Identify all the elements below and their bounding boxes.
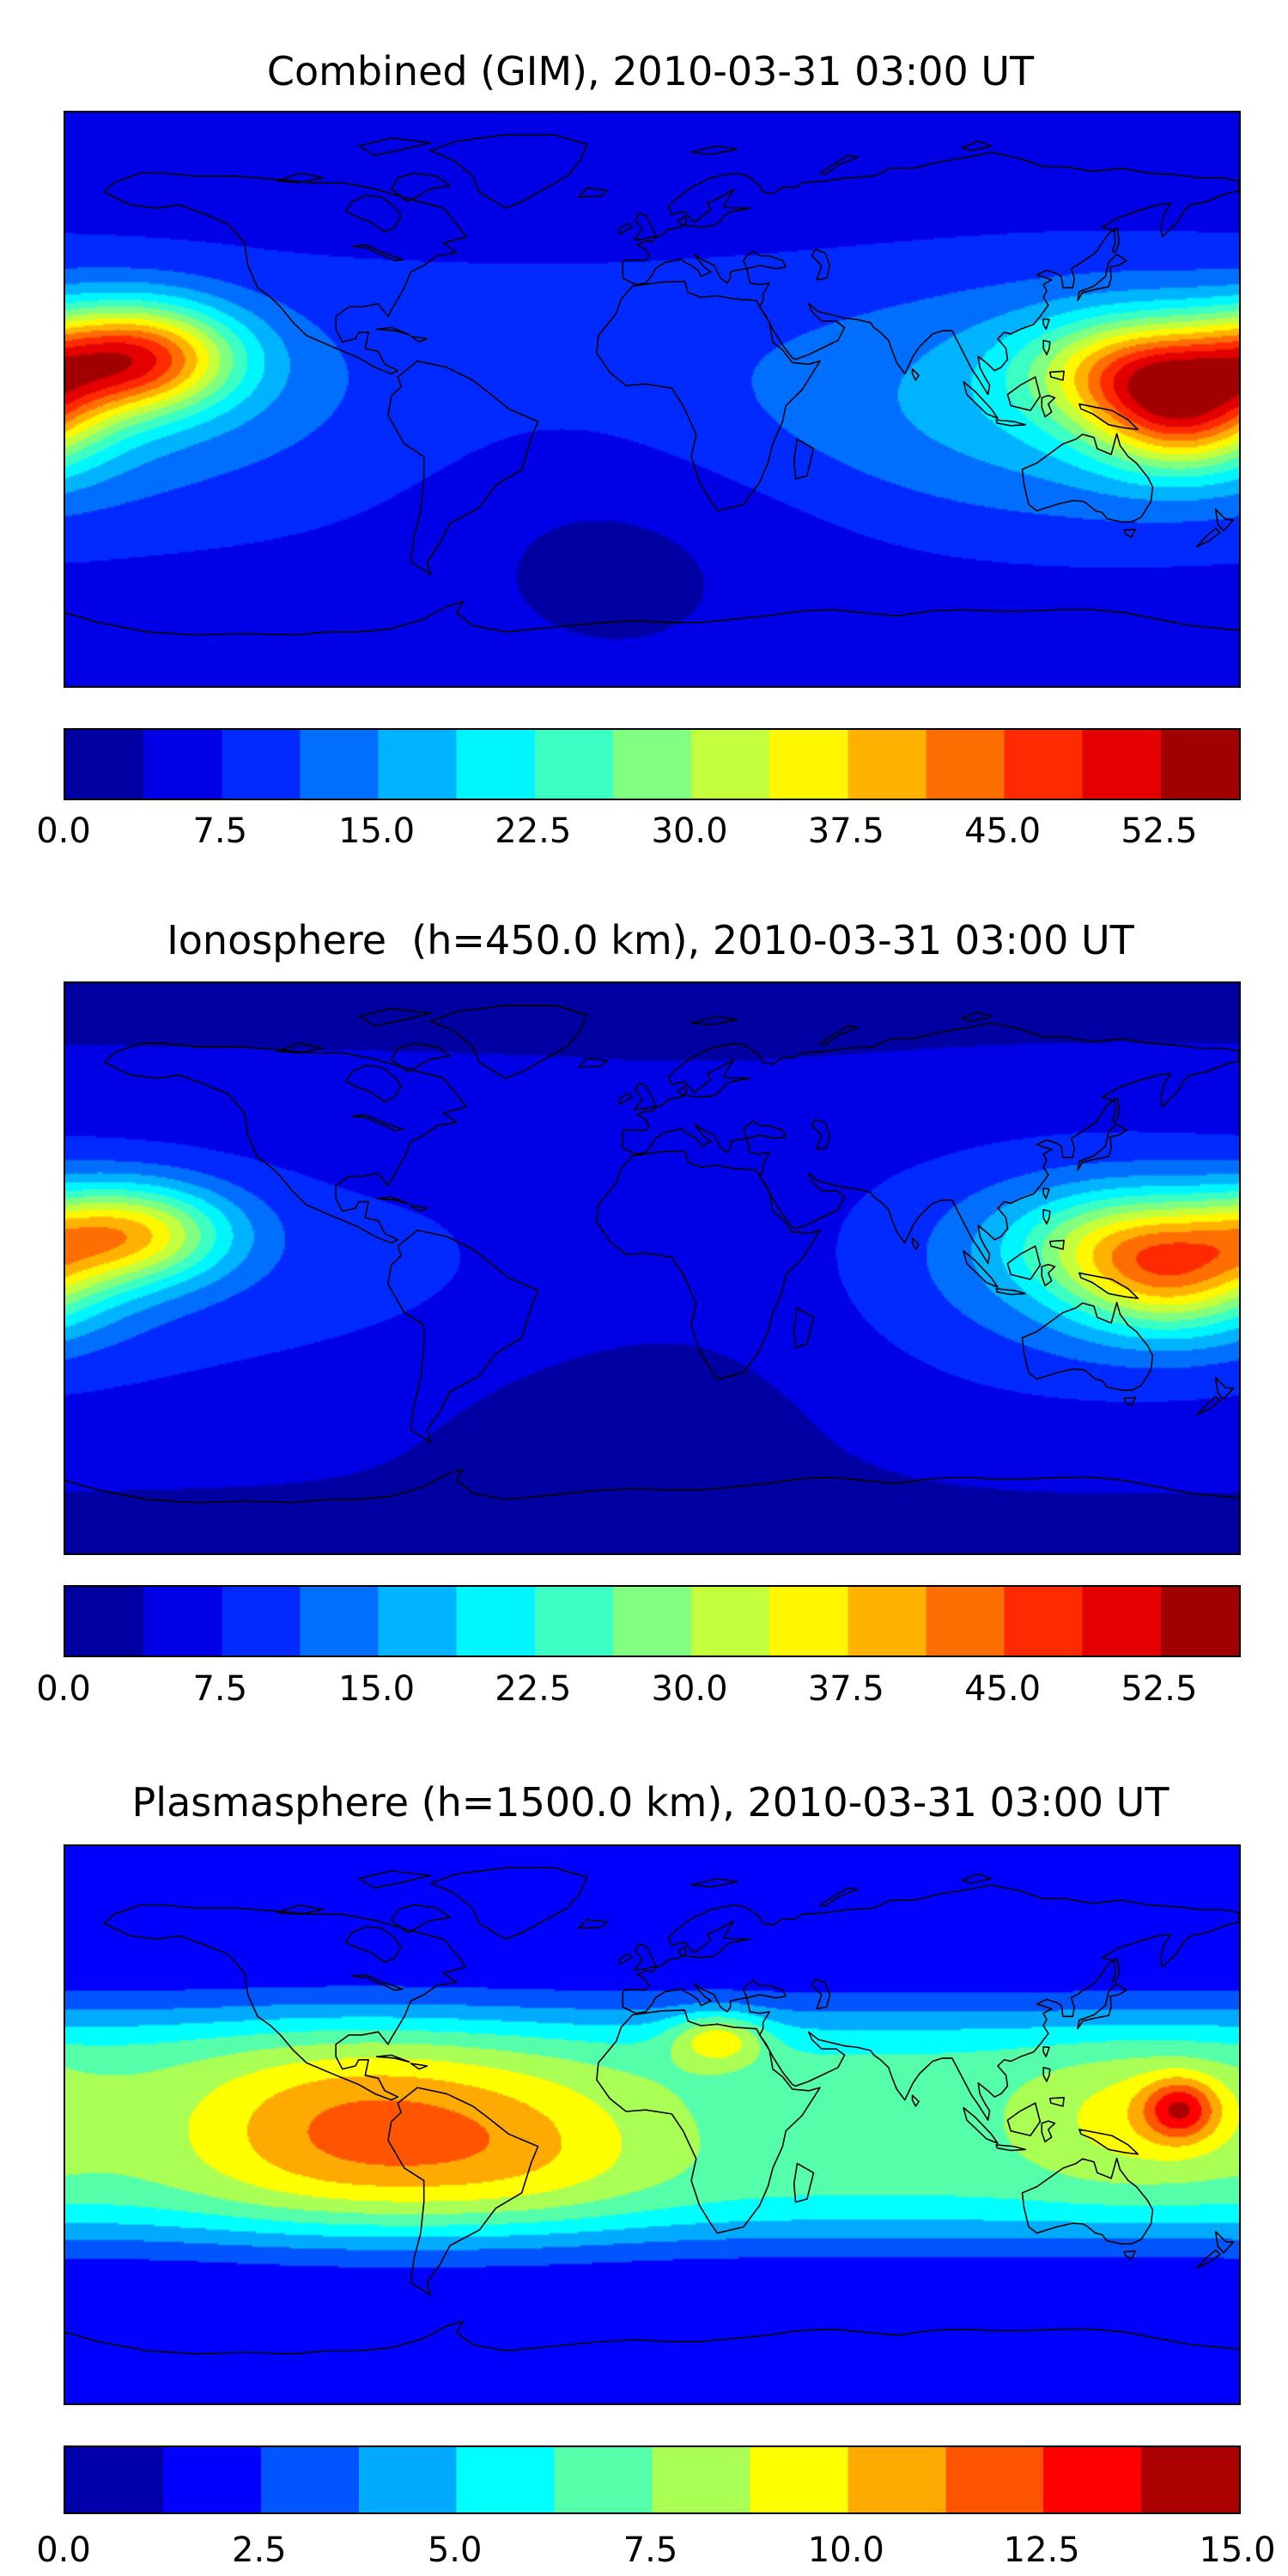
colorbar-tick-label: 52.5 <box>1121 811 1198 851</box>
colorbar-tick-label: 45.0 <box>964 811 1042 851</box>
colorbar-canvas-combined <box>65 730 1239 799</box>
colorbar-tick-label: 7.5 <box>623 2530 678 2570</box>
colorbar-tick-label: 30.0 <box>651 1669 728 1709</box>
colorbar-tick-label: 10.0 <box>807 2530 884 2570</box>
coastlines-combined <box>65 112 1239 686</box>
map-combined <box>64 111 1241 688</box>
colorbar-tick-label: 0.0 <box>36 2530 91 2570</box>
map-plasmasphere <box>64 1844 1241 2405</box>
colorbar-plasmasphere <box>64 2445 1241 2514</box>
panel-title-combined: Combined (GIM), 2010-03-31 03:00 UT <box>266 48 1035 94</box>
panel-title-ionosphere: Ionosphere (h=450.0 km), 2010-03-31 03:0… <box>167 917 1134 963</box>
colorbar-canvas-plasmasphere <box>65 2447 1239 2512</box>
colorbar-tick-label: 37.5 <box>807 1669 884 1709</box>
tec-field-canvas-plasmasphere <box>65 1846 1239 2403</box>
colorbar-tick-label: 0.0 <box>36 811 91 851</box>
tec-field-canvas-combined <box>65 112 1239 686</box>
colorbar-tick-label: 2.5 <box>232 2530 287 2570</box>
colorbar-tick-label: 15.0 <box>338 811 416 851</box>
colorbar-tick-label: 15.0 <box>338 1669 416 1709</box>
colorbar-combined <box>64 728 1241 800</box>
tec-field-canvas-ionosphere <box>65 983 1239 1553</box>
colorbar-ticks-ionosphere: 0.0 7.5 15.0 22.5 30.0 37.5 45.0 52.5 <box>36 1669 1237 1714</box>
colorbar-tick-label: 30.0 <box>651 811 728 851</box>
colorbar-ticks-combined: 0.0 7.5 15.0 22.5 30.0 37.5 45.0 52.5 <box>36 811 1237 856</box>
colorbar-tick-label: 22.5 <box>495 1669 572 1709</box>
colorbar-ionosphere <box>64 1585 1241 1657</box>
coastlines-plasmasphere <box>65 1846 1239 2403</box>
colorbar-tick-label: 52.5 <box>1121 1669 1198 1709</box>
colorbar-tick-label: 7.5 <box>192 811 248 851</box>
colorbar-canvas-ionosphere <box>65 1587 1239 1656</box>
colorbar-tick-label: 22.5 <box>495 811 572 851</box>
colorbar-tick-label: 37.5 <box>807 811 884 851</box>
colorbar-ticks-plasmasphere: 0.0 2.5 5.0 7.5 10.0 12.5 15.0 <box>36 2530 1275 2575</box>
coastlines-ionosphere <box>65 983 1239 1553</box>
colorbar-tick-label: 45.0 <box>964 1669 1042 1709</box>
map-ionosphere <box>64 981 1241 1555</box>
panel-title-plasmasphere: Plasmasphere (h=1500.0 km), 2010-03-31 0… <box>131 1779 1170 1826</box>
colorbar-tick-label: 5.0 <box>427 2530 483 2570</box>
colorbar-tick-label: 7.5 <box>192 1669 248 1709</box>
colorbar-tick-label: 15.0 <box>1199 2530 1276 2570</box>
colorbar-tick-label: 0.0 <box>36 1669 91 1709</box>
colorbar-tick-label: 12.5 <box>1003 2530 1080 2570</box>
